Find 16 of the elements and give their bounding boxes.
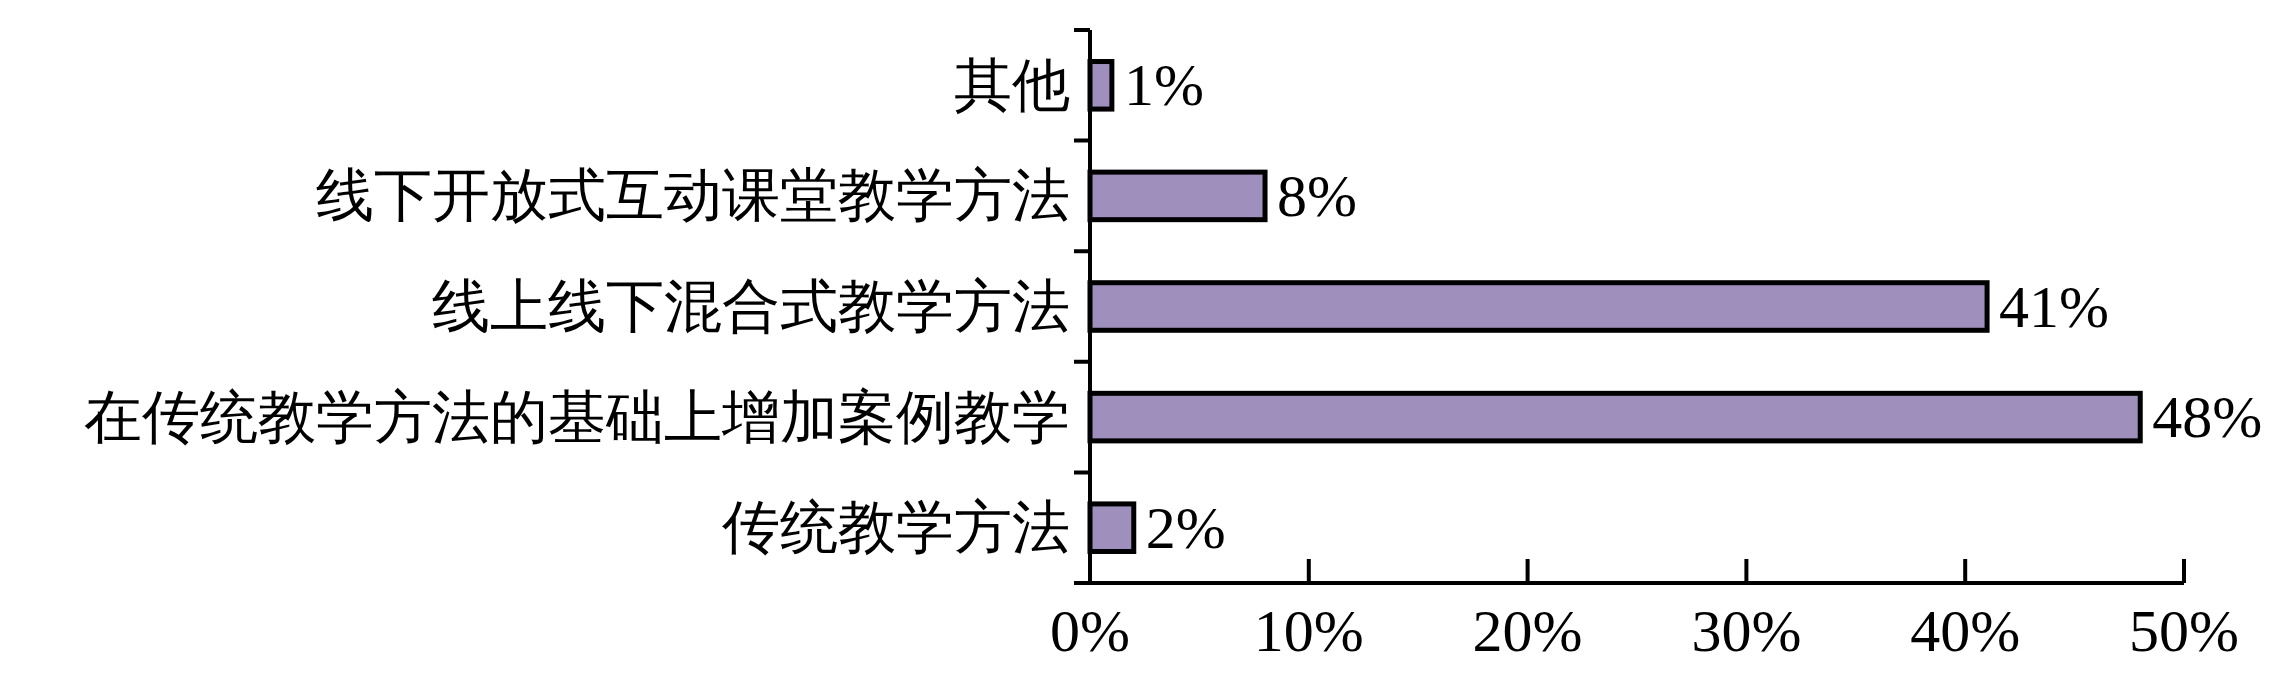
x-tick-label: 0% — [1050, 598, 1130, 664]
x-tick-label: 30% — [1691, 598, 1802, 664]
x-tick-label: 40% — [1910, 598, 2021, 664]
y-tick-label: 线下开放式互动课堂教学方法 — [316, 163, 1070, 229]
x-tick-label: 20% — [1472, 598, 1583, 664]
y-tick-label: 线上线下混合式教学方法 — [432, 274, 1070, 339]
data-label: 2% — [1145, 494, 1226, 561]
data-label: 8% — [1277, 162, 1358, 229]
data-label: 41% — [1999, 273, 2110, 340]
data-label: 1% — [1123, 52, 1204, 119]
y-tick-label: 其他 — [954, 52, 1070, 118]
y-tick-label: 传统教学方法 — [722, 495, 1070, 561]
y-tick-label: 在传统教学方法的基础上增加案例教学 — [84, 384, 1070, 450]
x-tick-label: 10% — [1253, 598, 1364, 664]
x-tick-label: 50% — [2129, 598, 2239, 664]
data-label: 48% — [2152, 384, 2263, 451]
